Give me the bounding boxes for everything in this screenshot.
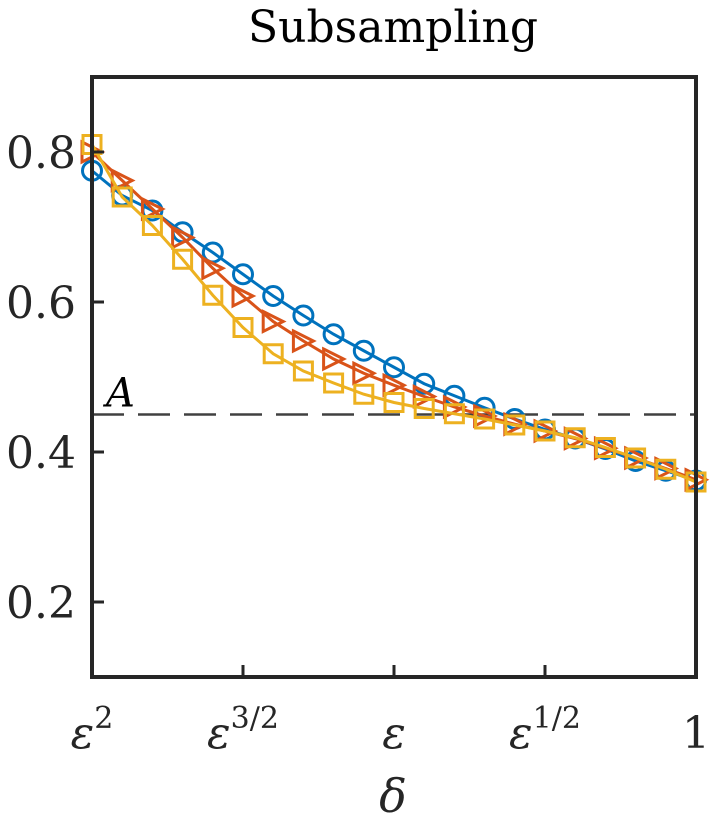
x-tick-label-5: 1 [682, 708, 710, 759]
series-1-point-9 [322, 323, 345, 346]
chart-title: Subsampling [248, 2, 538, 53]
y-tick-label-4: 0.8 [6, 128, 76, 179]
series-2-point-11 [382, 372, 408, 398]
series-1-point-8 [292, 304, 315, 327]
series-3-point-18 [594, 437, 616, 458]
series-line-1 [91, 169, 697, 482]
x-axis-label: δ [379, 769, 407, 823]
series-3-point-8 [292, 360, 314, 382]
series-1-point-12 [413, 372, 436, 395]
series-1-point-11 [383, 356, 405, 379]
y-tick-label-2: 0.4 [6, 428, 76, 479]
series-2-point-12 [412, 384, 438, 409]
series-3-point-14 [474, 408, 496, 430]
x-tick-label-3: ε [382, 708, 406, 759]
x-tick-label-4: ε1/2 [509, 701, 581, 759]
series-2-point-4 [171, 225, 196, 250]
series-1-point-6 [232, 263, 254, 286]
series-3-point-7 [262, 343, 284, 365]
series-3-point-16 [534, 420, 556, 442]
series-3-point-11 [383, 392, 405, 413]
y-tick-label-1: 0.2 [6, 578, 76, 629]
plot-area: A [80, 134, 710, 493]
series-3-point-3 [141, 215, 163, 236]
series-3-point-17 [564, 427, 586, 449]
series-line-2 [90, 150, 697, 482]
x-tick-label-1: ε2 [71, 701, 114, 759]
series-3-point-10 [353, 383, 375, 405]
series-3-point-13 [443, 403, 465, 425]
y-tick-label-3: 0.6 [6, 278, 76, 329]
series-2-point-7 [261, 309, 287, 334]
series-3-point-19 [625, 447, 647, 469]
series-3-point-12 [413, 398, 435, 419]
series-3-point-4 [172, 248, 194, 270]
series-2-point-10 [352, 360, 378, 386]
series-3-point-2 [111, 186, 133, 208]
series-1-point-7 [262, 285, 285, 307]
series-2-point-3 [140, 196, 166, 222]
series-3-point-9 [323, 372, 345, 394]
series-3-point-6 [232, 317, 254, 338]
series-3-point-5 [202, 284, 224, 306]
series-2-point-9 [322, 346, 347, 372]
reference-line-label: A [102, 371, 135, 417]
series-3-point-15 [504, 414, 526, 436]
axis-ticks: 0.2 0.4 0.6 0.8 ε2 ε3/2 ε ε1/2 1 [6, 128, 710, 759]
x-tick-label-2: ε3/2 [207, 701, 279, 759]
series-1-point-10 [352, 339, 375, 362]
series-2-point-8 [291, 328, 317, 354]
series-2-point-6 [231, 283, 257, 309]
series-2-point-5 [201, 255, 227, 281]
series-3-point-20 [655, 458, 677, 480]
series-line-3 [90, 143, 697, 484]
